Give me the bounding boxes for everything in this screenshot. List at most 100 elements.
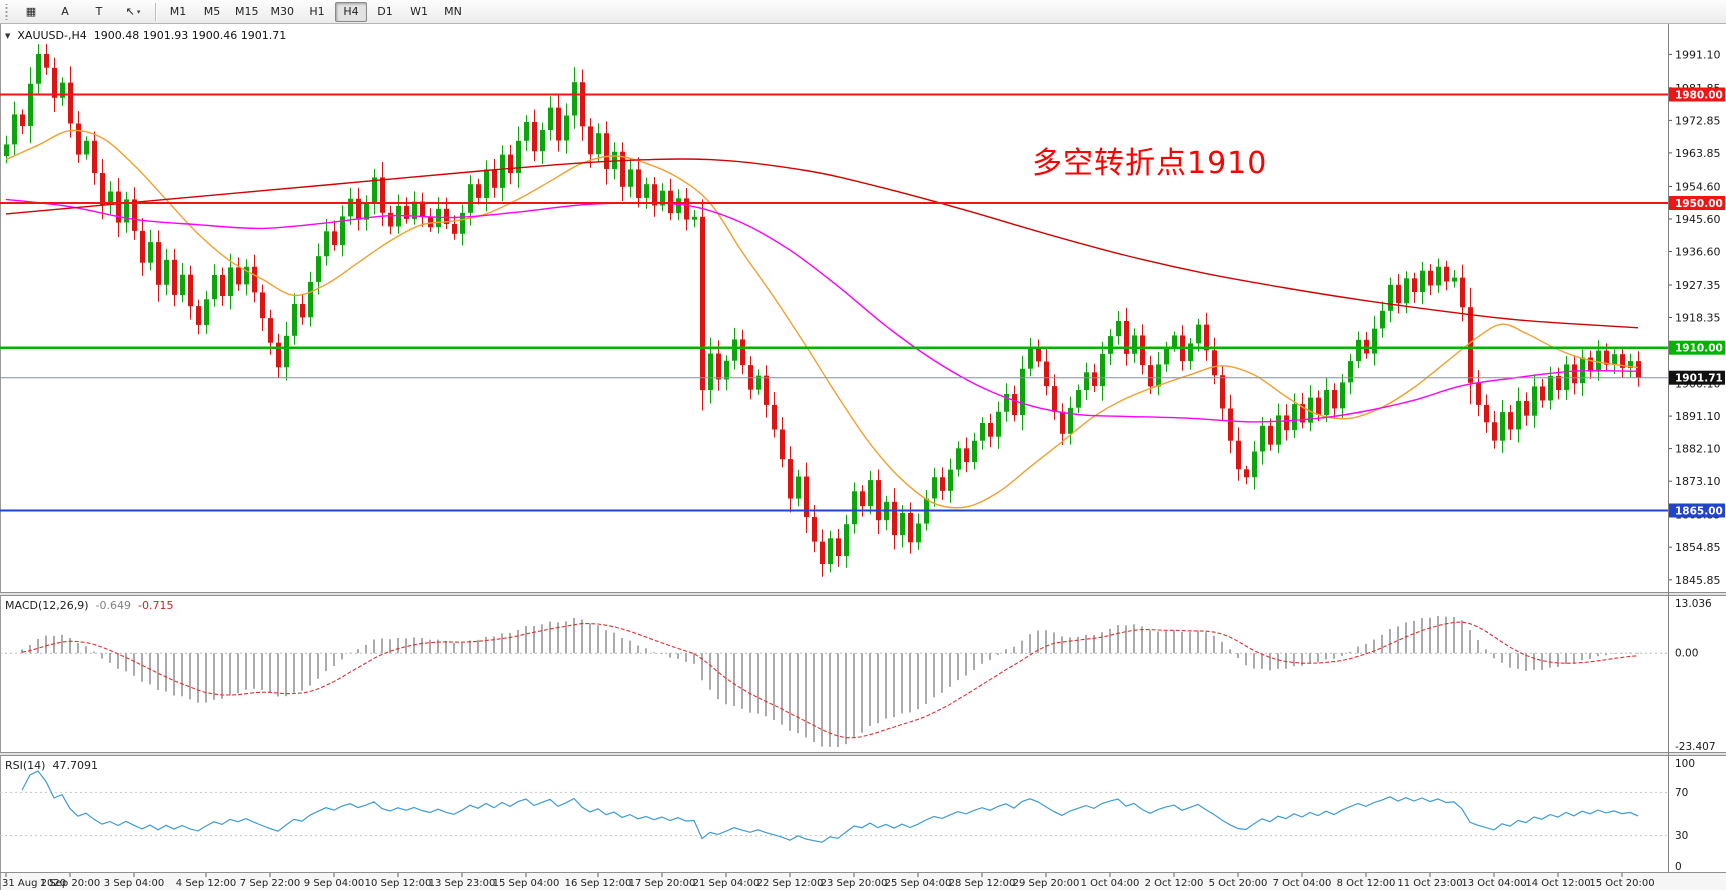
ma-fast-orange <box>5 129 1639 509</box>
chart-windows-icon[interactable]: ▦ <box>25 5 37 18</box>
macd-name-label: MACD(12,26,9) <box>5 599 89 612</box>
rsi-title: RSI(14) 47.7091 <box>5 759 98 772</box>
rsi-axis-label: 100 <box>1675 758 1695 770</box>
time-label: 16 Sep 12:00 <box>565 878 632 889</box>
time-label: 13 Sep 23:00 <box>429 878 496 889</box>
time-label: 5 Oct 20:00 <box>1209 878 1268 889</box>
rsi-axis-label: 30 <box>1675 830 1688 842</box>
time-label: 11 Oct 23:00 <box>1397 878 1462 889</box>
price-tick-label: 1963.85 <box>1675 147 1721 160</box>
symbol-period-label: XAUUSD-,H4 <box>17 29 87 42</box>
time-label: 21 Sep 04:00 <box>693 878 760 889</box>
svg-text:1980.00: 1980.00 <box>1675 90 1723 102</box>
collapse-arrow-icon[interactable]: ▼ <box>5 31 11 40</box>
price-tick-label: 1927.35 <box>1675 279 1721 292</box>
time-label: 23 Sep 20:00 <box>821 878 888 889</box>
time-label: 1 Sep 20:00 <box>40 878 100 889</box>
time-label: 2 Oct 12:00 <box>1145 878 1204 889</box>
macd-zero-label: 0.00 <box>1675 648 1698 660</box>
price-tick-label: 1918.35 <box>1675 312 1721 325</box>
time-label: 7 Sep 22:00 <box>240 878 300 889</box>
macd-plot-area[interactable] <box>0 596 1668 752</box>
dropdown-caret-icon: ▾ <box>136 7 141 16</box>
macd-value-signal: -0.715 <box>138 599 174 612</box>
macd-histogram <box>21 616 1639 747</box>
price-tick-label: 1873.10 <box>1675 475 1721 488</box>
time-label: 10 Sep 12:00 <box>365 878 432 889</box>
tf-button-M1[interactable]: M1 <box>169 5 187 18</box>
ohlc-values: 1900.48 1901.93 1900.46 1901.71 <box>93 29 287 42</box>
price-box-1901.71: 1901.71 <box>1669 370 1725 385</box>
time-label: 8 Oct 12:00 <box>1337 878 1396 889</box>
time-label: 31 Aug 2020 <box>2 878 66 889</box>
time-label: 1 Oct 04:00 <box>1081 878 1140 889</box>
price-tick-label: 1854.85 <box>1675 541 1721 554</box>
toolbar: ▦ A T ↖ ▾ M1 M5 M15 M30 H1 H4 D1 W1 MN <box>0 0 1726 24</box>
svg-text:1901.71: 1901.71 <box>1675 373 1723 385</box>
svg-text:1950.00: 1950.00 <box>1675 198 1723 210</box>
timeframe-buttons: M1 M5 M15 M30 H1 H4 D1 W1 MN <box>161 1 470 22</box>
text-frame-button[interactable]: T <box>95 5 103 18</box>
price-tick-label: 1991.10 <box>1675 48 1721 61</box>
svg-text:1910.00: 1910.00 <box>1675 343 1723 355</box>
main-plot-area[interactable] <box>0 24 1668 592</box>
macd-title: MACD(12,26,9) -0.649 -0.715 <box>5 599 173 612</box>
toolbar-left: ▦ A T ↖ ▾ <box>14 2 150 22</box>
price-box-1910.00: 1910.00 <box>1669 340 1725 355</box>
tf-button-H1[interactable]: H1 <box>309 5 325 18</box>
macd-max-label: 13.036 <box>1675 598 1712 610</box>
price-box-1865.00: 1865.00 <box>1669 503 1725 518</box>
time-label: 17 Sep 20:00 <box>629 878 696 889</box>
price-tick-label: 1936.60 <box>1675 246 1721 259</box>
price-tick-label: 1972.85 <box>1675 114 1721 127</box>
rsi-name-label: RSI(14) <box>5 759 46 772</box>
rsi-axis-label: 0 <box>1675 861 1682 873</box>
font-tool-button[interactable]: A <box>61 5 69 18</box>
rsi-line <box>21 770 1639 843</box>
rsi-axis-label: 70 <box>1675 787 1688 799</box>
price-tick-label: 1954.60 <box>1675 180 1721 193</box>
price-tick-label: 1891.10 <box>1675 410 1721 423</box>
time-label: 22 Sep 12:00 <box>757 878 824 889</box>
ma-slow-red <box>5 158 1639 329</box>
ma-mid-magenta <box>5 198 1639 423</box>
time-label: 9 Sep 04:00 <box>304 878 364 889</box>
macd-axis: 13.036 0.00 -23.407 <box>1675 598 1716 753</box>
time-label: 4 Sep 12:00 <box>176 878 236 889</box>
toolbar-grip[interactable] <box>4 3 9 20</box>
rsi-value: 47.7091 <box>52 759 98 772</box>
time-label: 15 Oct 20:00 <box>1589 878 1654 889</box>
price-box-1950.00: 1950.00 <box>1669 196 1725 210</box>
time-axis-strip <box>0 872 1726 890</box>
tf-button-MN[interactable]: MN <box>444 5 462 18</box>
time-label: 13 Oct 04:00 <box>1461 878 1526 889</box>
tf-button-D1[interactable]: D1 <box>377 5 393 18</box>
candles <box>4 43 1641 577</box>
rsi-plot-area[interactable] <box>0 756 1668 872</box>
svg-text:1865.00: 1865.00 <box>1675 506 1723 518</box>
time-label: 29 Sep 20:00 <box>1013 878 1080 889</box>
tf-button-W1[interactable]: W1 <box>410 5 428 18</box>
time-label: 7 Oct 04:00 <box>1273 878 1332 889</box>
rsi-axis: 100 70 30 0 <box>1675 758 1695 873</box>
tf-button-M30[interactable]: M30 <box>270 5 295 18</box>
tf-button-M15[interactable]: M15 <box>235 5 259 18</box>
price-tick-label: 1945.60 <box>1675 213 1721 226</box>
tf-button-M5[interactable]: M5 <box>203 5 221 18</box>
chart-title: ▼ XAUUSD-,H4 1900.48 1901.93 1900.46 190… <box>5 29 286 42</box>
cursor-tool-dropdown[interactable]: ↖ ▾ <box>125 5 141 18</box>
price-tick-label: 1882.10 <box>1675 443 1721 456</box>
macd-min-label: -23.407 <box>1675 741 1716 753</box>
price-box-1980.00: 1980.00 <box>1669 87 1725 102</box>
tf-button-H4[interactable]: H4 <box>335 1 367 22</box>
price-tick-label: 1845.85 <box>1675 574 1721 587</box>
macd-signal-line <box>21 621 1639 739</box>
time-label: 25 Sep 04:00 <box>885 878 952 889</box>
macd-value-main: -0.649 <box>95 599 132 612</box>
chart-annotation[interactable]: 多空转折点1910 <box>1032 146 1268 181</box>
time-label: 15 Sep 04:00 <box>493 878 560 889</box>
toolbar-separator <box>155 2 156 21</box>
